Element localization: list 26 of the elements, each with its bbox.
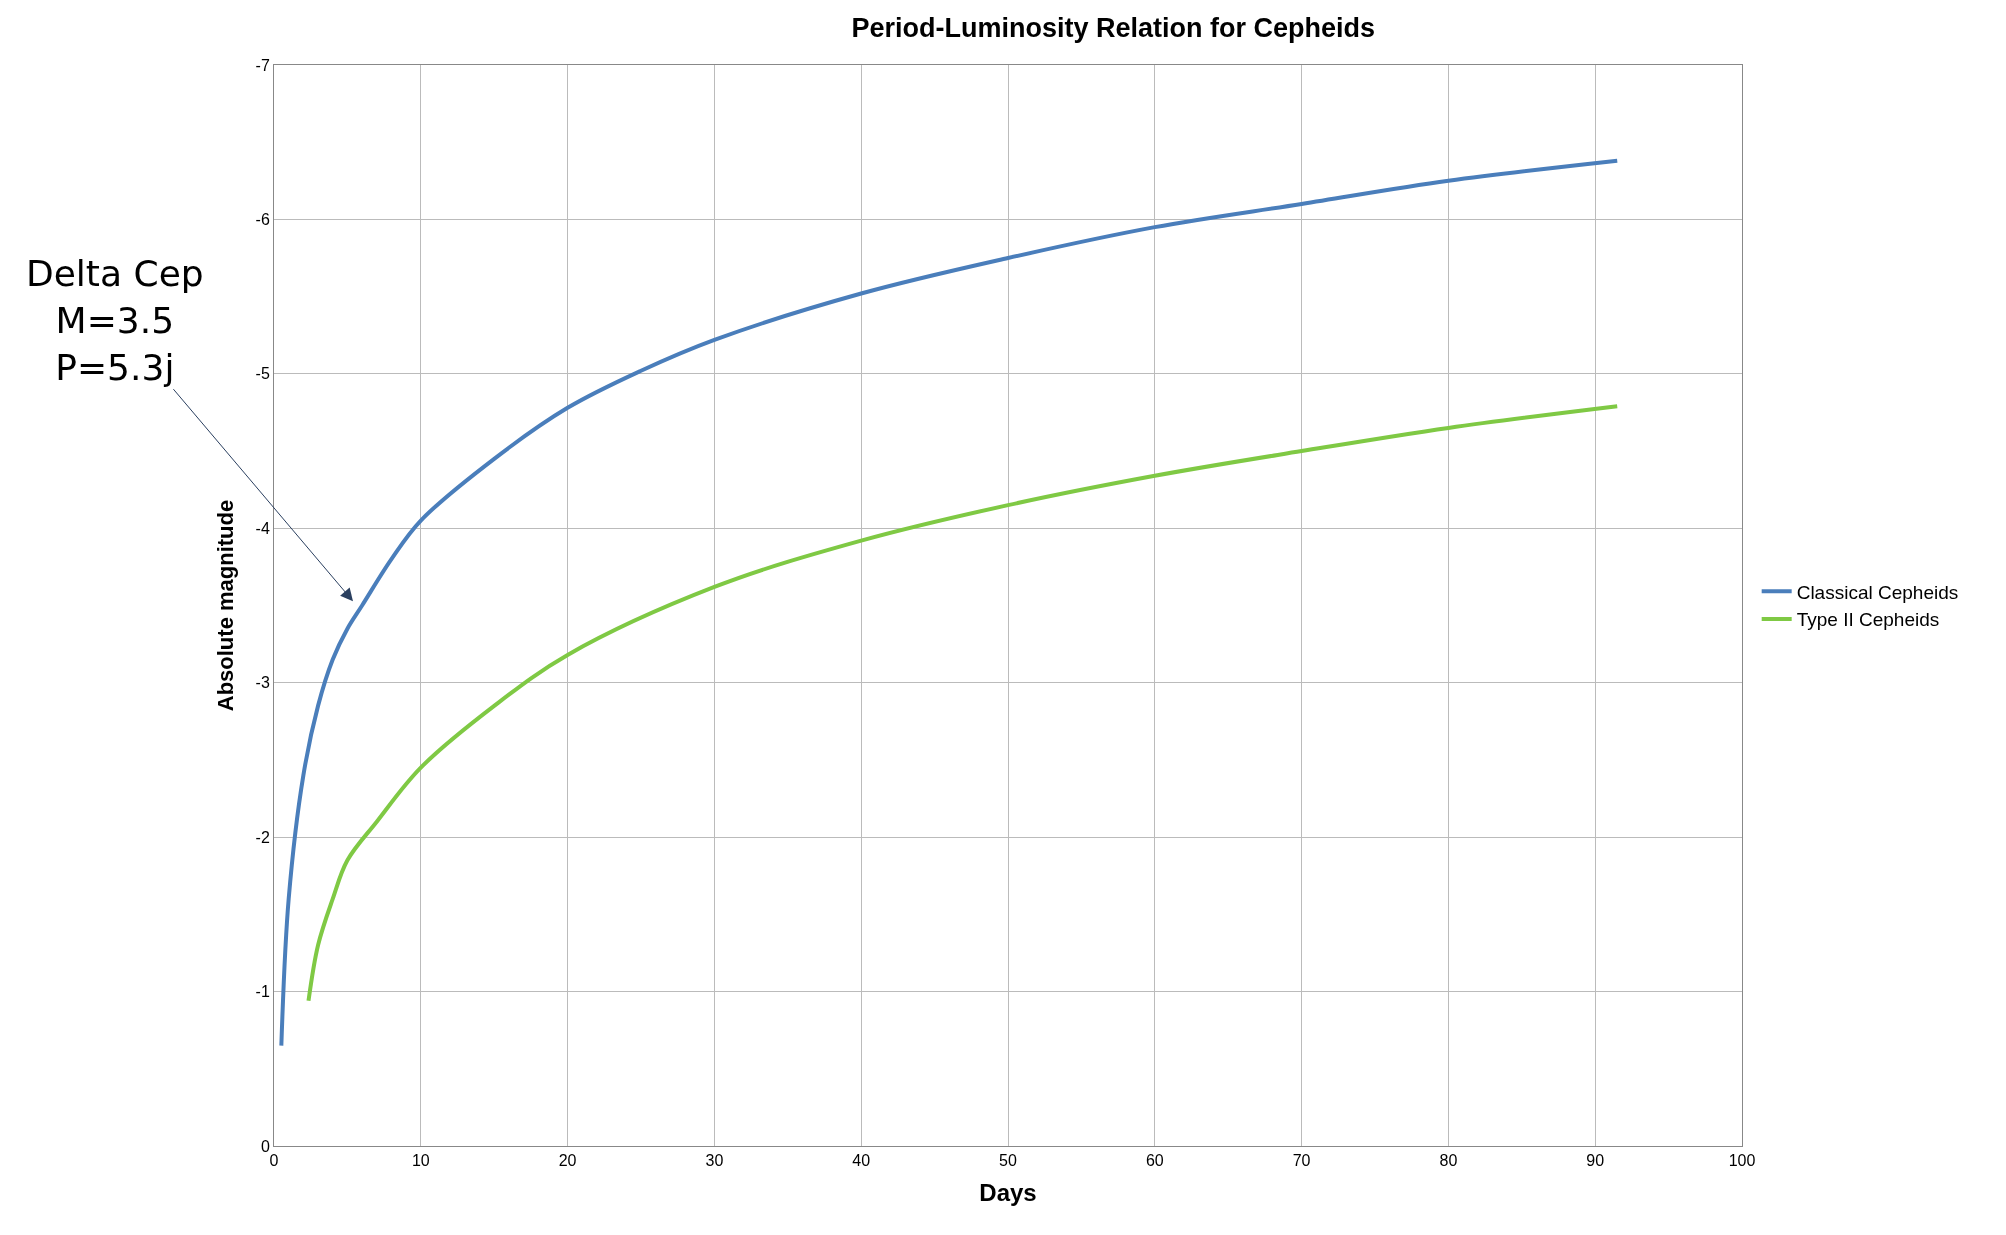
line-series	[306, 404, 1620, 1003]
x-tick-label: 60	[1145, 1152, 1164, 1170]
line-series	[279, 158, 1620, 1048]
x-tick-label: 40	[852, 1152, 871, 1170]
y-tick-label: -4	[255, 519, 270, 537]
x-tick-label: 80	[1439, 1152, 1458, 1170]
x-tick-label: 30	[705, 1152, 724, 1170]
x-tick-label: 70	[1292, 1152, 1311, 1170]
x-axis-title: Days	[979, 1178, 1037, 1206]
y-axis-title: Absolute magnitude	[213, 499, 239, 712]
x-tick-label: 100	[1728, 1152, 1756, 1170]
x-tick-label: 90	[1586, 1152, 1605, 1170]
x-tick-label: 10	[411, 1152, 430, 1170]
y-tick-label: -5	[255, 365, 270, 383]
legend-label: Classical Cepheids	[1796, 581, 1959, 603]
chart-title: Period-Luminosity Relation for Cepheids	[851, 13, 1376, 44]
legend-label: Type II Cepheids	[1796, 609, 1940, 631]
x-tick-label: 20	[558, 1152, 577, 1170]
y-tick-label: -6	[255, 211, 270, 229]
y-tick-label: -7	[255, 56, 270, 74]
y-tick-label: -2	[255, 828, 270, 846]
y-tick-label: 0	[260, 1137, 270, 1155]
y-tick-label: -1	[255, 983, 270, 1001]
x-tick-label: 50	[999, 1152, 1017, 1170]
y-tick-label: -3	[255, 674, 270, 692]
text: Delta Cep M=3.5 P=5.3j	[26, 253, 204, 388]
